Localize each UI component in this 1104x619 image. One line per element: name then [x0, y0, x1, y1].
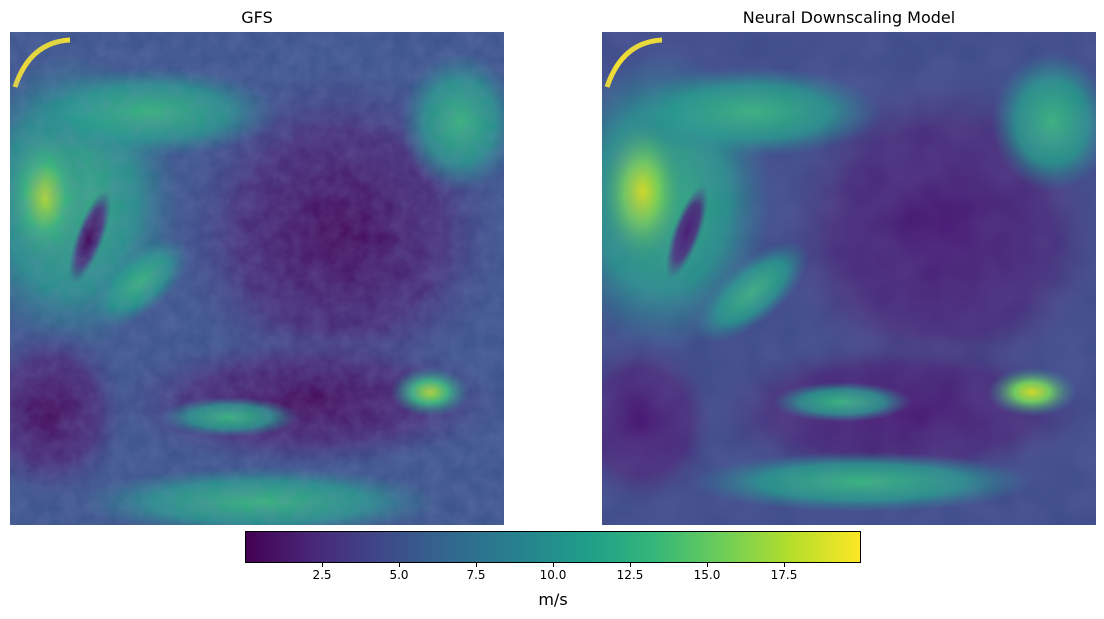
colorbar-tick-mark	[706, 563, 708, 567]
colorbar-tick-label: 15.0	[687, 563, 727, 582]
colorbar-label: m/s	[538, 590, 568, 609]
gfs-title: GFS	[241, 8, 273, 27]
colorbar-tick-text: 17.5	[770, 568, 798, 582]
colorbar-tick-label: 2.5	[302, 563, 342, 582]
colorbar-tick-text: 7.5	[466, 568, 486, 582]
colorbar-tick-mark	[629, 563, 631, 567]
gfs-wind-heatmap	[10, 32, 504, 525]
model-title: Neural Downscaling Model	[742, 8, 956, 27]
colorbar-tick-mark	[475, 563, 477, 567]
colorbar-tick-text: 10.0	[539, 568, 567, 582]
colorbar-tick-label: 10.0	[533, 563, 573, 582]
colorbar-tick-text: 15.0	[693, 568, 721, 582]
colorbar-tick-label: 5.0	[379, 563, 419, 582]
colorbar-tick-label: 12.5	[610, 563, 650, 582]
colorbar-tick-label: 7.5	[456, 563, 496, 582]
model-wind-heatmap	[602, 32, 1096, 525]
colorbar-tick-mark	[321, 563, 323, 567]
colorbar-tick-mark	[552, 563, 554, 567]
colorbar-tick-label: 17.5	[764, 563, 804, 582]
colorbar-tick-mark	[783, 563, 785, 567]
colorbar-tick-text: 5.0	[389, 568, 409, 582]
colorbar-ticks: 2.5 5.0 7.5 10.0 12.5 15.0 17.5	[245, 563, 861, 582]
colorbar-tick-text: 12.5	[616, 568, 644, 582]
colorbar-tick-text: 2.5	[312, 568, 332, 582]
colorbar-tick-mark	[398, 563, 400, 567]
colorbar	[245, 531, 861, 563]
